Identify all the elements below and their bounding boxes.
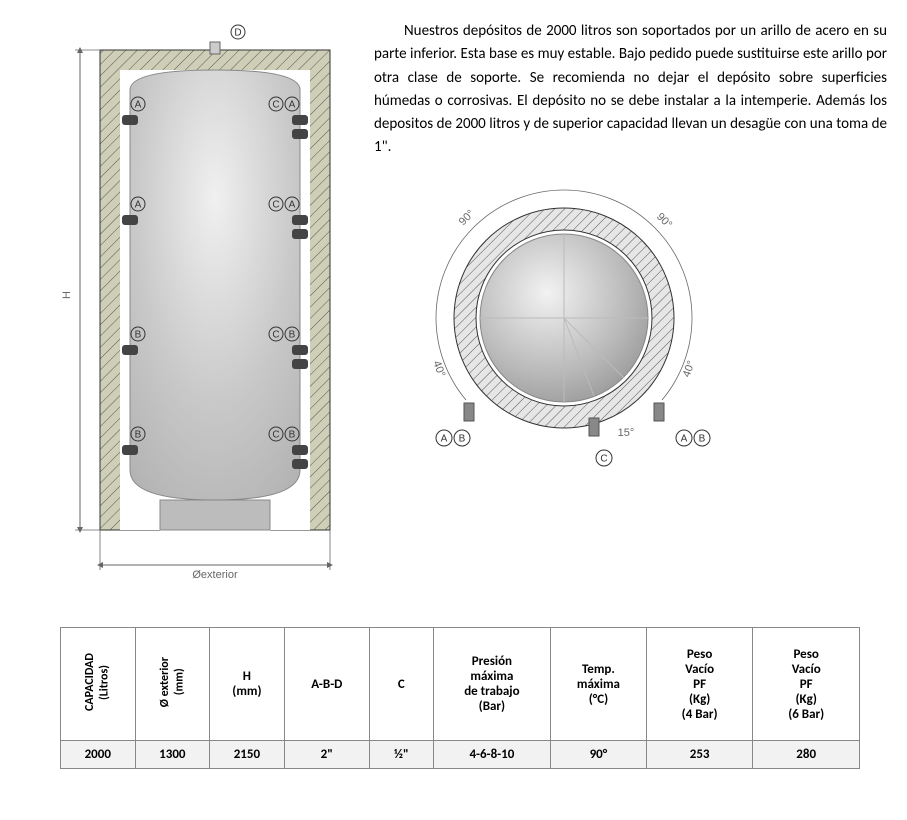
table-cell: 280 — [753, 741, 860, 769]
svg-text:C: C — [272, 100, 279, 111]
description-paragraph: Nuestros depósitos de 2000 litros son so… — [374, 20, 887, 160]
table-header: Presiónmáximade trabajo(Bar) — [433, 628, 550, 741]
svg-text:A: A — [289, 200, 296, 211]
table-cell: 2" — [284, 741, 369, 769]
svg-text:C: C — [600, 453, 607, 464]
svg-text:A: A — [135, 100, 142, 111]
svg-text:B: B — [289, 430, 296, 441]
table-cell: ½" — [369, 741, 433, 769]
svg-text:90°: 90° — [457, 207, 477, 227]
svg-text:40°: 40° — [430, 359, 447, 379]
tank-side-view-diagram: D A A B — [20, 20, 350, 605]
table-header: Temp.máxima(°C) — [550, 628, 646, 741]
svg-text:90°: 90° — [654, 210, 674, 230]
table-header: CAPACIDAD(Litros) — [61, 628, 136, 741]
svg-text:B: B — [699, 433, 706, 444]
table-cell: 2000 — [61, 741, 136, 769]
svg-text:A: A — [681, 433, 688, 444]
svg-text:40°: 40° — [681, 359, 698, 379]
svg-text:A: A — [441, 433, 448, 444]
height-dim-label: H — [61, 291, 73, 299]
table-cell: 1300 — [135, 741, 210, 769]
port-label-d: D — [234, 28, 241, 39]
svg-text:C: C — [272, 330, 279, 341]
table-cell: 2150 — [210, 741, 285, 769]
svg-text:B: B — [135, 330, 142, 341]
table-header: H(mm) — [210, 628, 285, 741]
tank-top-view-diagram: 90° 90° 40° 40° — [374, 178, 754, 483]
table-cell: 253 — [646, 741, 753, 769]
svg-text:A: A — [135, 200, 142, 211]
specifications-table: CAPACIDAD(Litros)Ø exterior(mm)H(mm)A-B-… — [60, 627, 860, 769]
table-header: C — [369, 628, 433, 741]
table-header: A-B-D — [284, 628, 369, 741]
svg-text:15°: 15° — [618, 427, 635, 439]
svg-text:B: B — [289, 330, 296, 341]
table-header: PesoVacíoPF(Kg)(6 Bar) — [753, 628, 860, 741]
table-header: PesoVacíoPF(Kg)(4 Bar) — [646, 628, 753, 741]
svg-text:C: C — [272, 200, 279, 211]
diameter-dim-label: Øexterior — [192, 569, 238, 581]
table-cell: 90° — [550, 741, 646, 769]
svg-text:C: C — [272, 430, 279, 441]
table-header: Ø exterior(mm) — [135, 628, 210, 741]
svg-text:B: B — [135, 430, 142, 441]
table-cell: 4-6-8-10 — [433, 741, 550, 769]
svg-text:A: A — [289, 100, 296, 111]
svg-text:B: B — [459, 433, 466, 444]
